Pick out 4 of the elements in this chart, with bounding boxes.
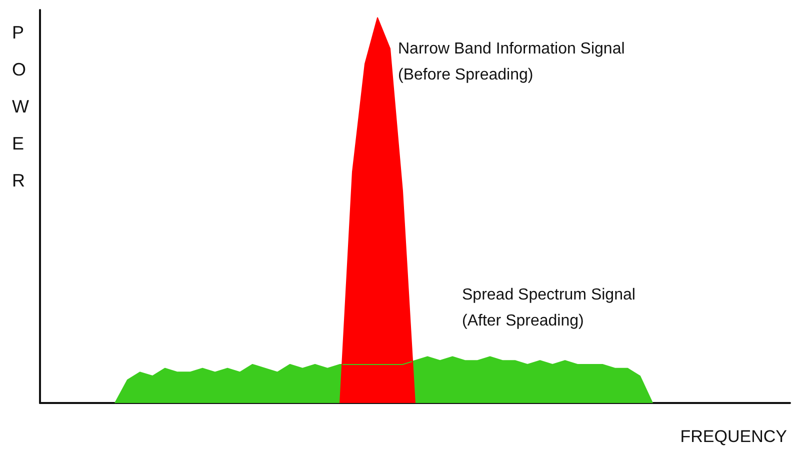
- x-axis-title: FREQUENCY: [680, 427, 788, 446]
- annotation: Narrow Band Information Signal (Before Spreading): [398, 40, 625, 84]
- y-axis-title: POWER: [12, 22, 29, 190]
- annotation: Spread Spectrum Signal (After Spreading): [462, 286, 636, 330]
